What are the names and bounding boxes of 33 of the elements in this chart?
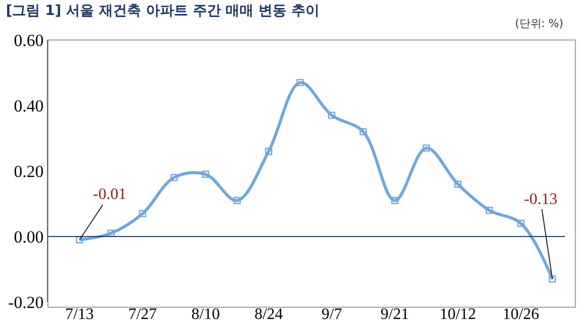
x-tick-label: 10/12 <box>440 306 476 323</box>
x-tick-label: 7/13 <box>65 306 94 323</box>
point <box>202 170 210 178</box>
point <box>548 275 556 283</box>
point <box>265 148 272 155</box>
data-label: -0.13 <box>524 191 558 208</box>
point <box>76 236 84 244</box>
x-tick-label: 8/10 <box>191 306 220 323</box>
x-tick-label: 8/24 <box>254 306 283 323</box>
x-tick-label: 9/21 <box>380 306 409 323</box>
point <box>517 220 524 227</box>
x-tick-label: 7/27 <box>128 306 157 323</box>
point <box>138 210 146 218</box>
point <box>360 128 367 136</box>
point <box>170 174 178 182</box>
point <box>107 230 115 237</box>
y-tick-label: 0.20 <box>14 162 44 181</box>
y-tick-label: 0.00 <box>14 227 44 246</box>
y-tick-label: 0.60 <box>14 30 44 50</box>
point <box>454 180 462 188</box>
point <box>296 78 304 86</box>
text: (단위: %) <box>515 17 564 30</box>
y-tick-label: 0.40 <box>14 96 44 116</box>
point <box>391 196 398 204</box>
point <box>486 206 493 214</box>
x-tick-label: 9/7 <box>321 306 342 323</box>
chart-title: [그림 1] 서울 재건축 아파트 주간 매매 변동 추이 <box>6 2 320 19</box>
point <box>422 144 430 152</box>
point <box>328 112 336 119</box>
data-label: -0.01 <box>93 186 126 203</box>
point <box>234 196 241 204</box>
x-tick-label: 10/26 <box>502 306 540 323</box>
y-tick-label: -0.20 <box>8 292 44 312</box>
